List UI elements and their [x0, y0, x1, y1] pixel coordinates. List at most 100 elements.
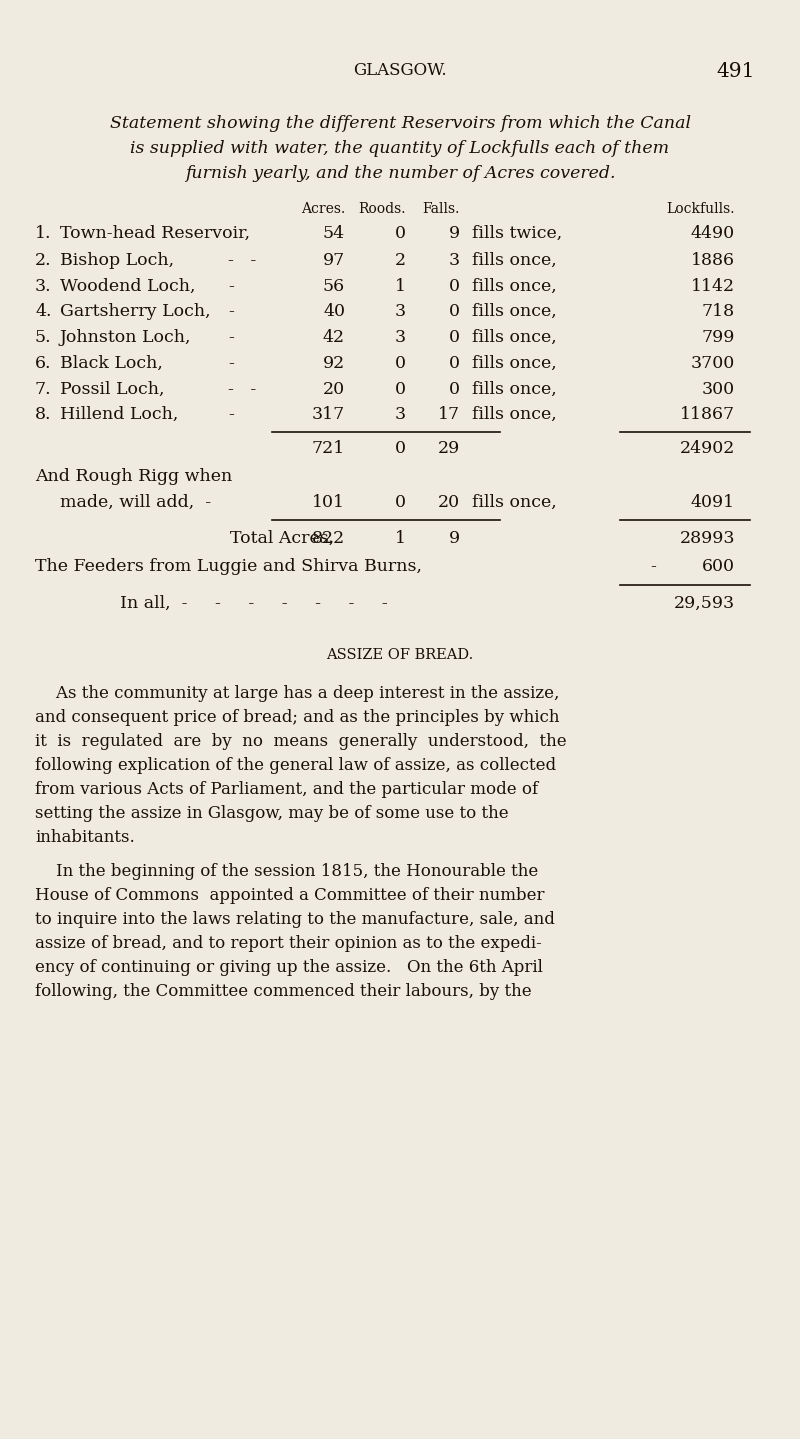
Text: 9: 9	[449, 224, 460, 242]
Text: 0: 0	[449, 304, 460, 319]
Text: 1: 1	[395, 278, 406, 295]
Text: 4091: 4091	[691, 494, 735, 511]
Text: fills once,: fills once,	[472, 406, 557, 423]
Text: 3: 3	[449, 252, 460, 269]
Text: 1142: 1142	[691, 278, 735, 295]
Text: Hillend Loch,: Hillend Loch,	[60, 406, 178, 423]
Text: 3700: 3700	[690, 355, 735, 373]
Text: 718: 718	[702, 304, 735, 319]
Text: -: -	[228, 330, 234, 345]
Text: 6.: 6.	[35, 355, 51, 373]
Text: 0: 0	[449, 381, 460, 399]
Text: -: -	[228, 355, 234, 373]
Text: Falls.: Falls.	[422, 201, 460, 216]
Text: and consequent price of bread; and as the principles by which: and consequent price of bread; and as th…	[35, 709, 559, 727]
Text: 0: 0	[395, 224, 406, 242]
Text: Town-head Reservoir,: Town-head Reservoir,	[60, 224, 250, 242]
Text: 11867: 11867	[680, 406, 735, 423]
Text: Possil Loch,: Possil Loch,	[60, 381, 165, 399]
Text: 2.: 2.	[35, 252, 52, 269]
Text: ASSIZE OF BREAD.: ASSIZE OF BREAD.	[326, 648, 474, 662]
Text: 1886: 1886	[691, 252, 735, 269]
Text: Total Acres,: Total Acres,	[230, 530, 334, 547]
Text: 3: 3	[395, 330, 406, 345]
Text: And Rough Rigg when: And Rough Rigg when	[35, 468, 232, 485]
Text: 42: 42	[323, 330, 345, 345]
Text: -: -	[228, 278, 234, 295]
Text: 40: 40	[323, 304, 345, 319]
Text: fills once,: fills once,	[472, 355, 557, 373]
Text: ency of continuing or giving up the assize.   On the 6th April: ency of continuing or giving up the assi…	[35, 958, 543, 976]
Text: 3: 3	[395, 304, 406, 319]
Text: is supplied with water, the quantity of Lockfulls each of them: is supplied with water, the quantity of …	[130, 140, 670, 157]
Text: 20: 20	[323, 381, 345, 399]
Text: Woodend Loch,: Woodend Loch,	[60, 278, 195, 295]
Text: it  is  regulated  are  by  no  means  generally  understood,  the: it is regulated are by no means generall…	[35, 732, 566, 750]
Text: As the community at large has a deep interest in the assize,: As the community at large has a deep int…	[35, 685, 559, 702]
Text: Lockfulls.: Lockfulls.	[666, 201, 735, 216]
Text: 54: 54	[323, 224, 345, 242]
Text: 20: 20	[438, 494, 460, 511]
Text: 5.: 5.	[35, 330, 52, 345]
Text: 28993: 28993	[679, 530, 735, 547]
Text: 3: 3	[395, 406, 406, 423]
Text: 1.: 1.	[35, 224, 51, 242]
Text: GLASGOW.: GLASGOW.	[353, 62, 447, 79]
Text: 0: 0	[395, 440, 406, 458]
Text: Johnston Loch,: Johnston Loch,	[60, 330, 191, 345]
Text: fills twice,: fills twice,	[472, 224, 562, 242]
Text: Acres.: Acres.	[301, 201, 345, 216]
Text: -: -	[228, 304, 234, 319]
Text: made, will add,  -: made, will add, -	[60, 494, 211, 511]
Text: In the beginning of the session 1815, the Honourable the: In the beginning of the session 1815, th…	[35, 863, 538, 881]
Text: 0: 0	[449, 330, 460, 345]
Text: to inquire into the laws relating to the manufacture, sale, and: to inquire into the laws relating to the…	[35, 911, 555, 928]
Text: Bishop Loch,: Bishop Loch,	[60, 252, 174, 269]
Text: Roods.: Roods.	[358, 201, 406, 216]
Text: In all,  -     -     -     -     -     -     -: In all, - - - - - - -	[120, 594, 388, 612]
Text: -: -	[650, 558, 656, 576]
Text: 8.: 8.	[35, 406, 51, 423]
Text: 29,593: 29,593	[674, 594, 735, 612]
Text: 9: 9	[449, 530, 460, 547]
Text: fills once,: fills once,	[472, 381, 557, 399]
Text: 24902: 24902	[680, 440, 735, 458]
Text: 0: 0	[449, 278, 460, 295]
Text: fills once,: fills once,	[472, 278, 557, 295]
Text: 4490: 4490	[691, 224, 735, 242]
Text: 799: 799	[702, 330, 735, 345]
Text: fills once,: fills once,	[472, 494, 557, 511]
Text: 0: 0	[395, 381, 406, 399]
Text: 101: 101	[312, 494, 345, 511]
Text: Statement showing the different Reservoirs from which the Canal: Statement showing the different Reservoi…	[110, 115, 690, 132]
Text: fills once,: fills once,	[472, 304, 557, 319]
Text: inhabitants.: inhabitants.	[35, 829, 134, 846]
Text: 4.: 4.	[35, 304, 51, 319]
Text: 56: 56	[323, 278, 345, 295]
Text: -   -: - -	[228, 381, 256, 399]
Text: 2: 2	[395, 252, 406, 269]
Text: setting the assize in Glasgow, may be of some use to the: setting the assize in Glasgow, may be of…	[35, 804, 509, 822]
Text: 0: 0	[449, 355, 460, 373]
Text: fills once,: fills once,	[472, 330, 557, 345]
Text: fills once,: fills once,	[472, 252, 557, 269]
Text: from various Acts of Parliament, and the particular mode of: from various Acts of Parliament, and the…	[35, 781, 538, 799]
Text: 7.: 7.	[35, 381, 52, 399]
Text: following explication of the general law of assize, as collected: following explication of the general law…	[35, 757, 556, 774]
Text: 721: 721	[312, 440, 345, 458]
Text: -   -: - -	[228, 252, 256, 269]
Text: -: -	[228, 406, 234, 423]
Text: assize of bread, and to report their opinion as to the expedi-: assize of bread, and to report their opi…	[35, 935, 542, 953]
Text: furnish yearly, and the number of Acres covered.: furnish yearly, and the number of Acres …	[185, 165, 615, 181]
Text: 491: 491	[717, 62, 755, 81]
Text: 0: 0	[395, 494, 406, 511]
Text: 92: 92	[322, 355, 345, 373]
Text: Black Loch,: Black Loch,	[60, 355, 163, 373]
Text: 1: 1	[395, 530, 406, 547]
Text: 600: 600	[702, 558, 735, 576]
Text: 300: 300	[702, 381, 735, 399]
Text: Gartsherry Loch,: Gartsherry Loch,	[60, 304, 210, 319]
Text: 0: 0	[395, 355, 406, 373]
Text: House of Commons  appointed a Committee of their number: House of Commons appointed a Committee o…	[35, 886, 545, 904]
Text: The Feeders from Luggie and Shirva Burns,: The Feeders from Luggie and Shirva Burns…	[35, 558, 422, 576]
